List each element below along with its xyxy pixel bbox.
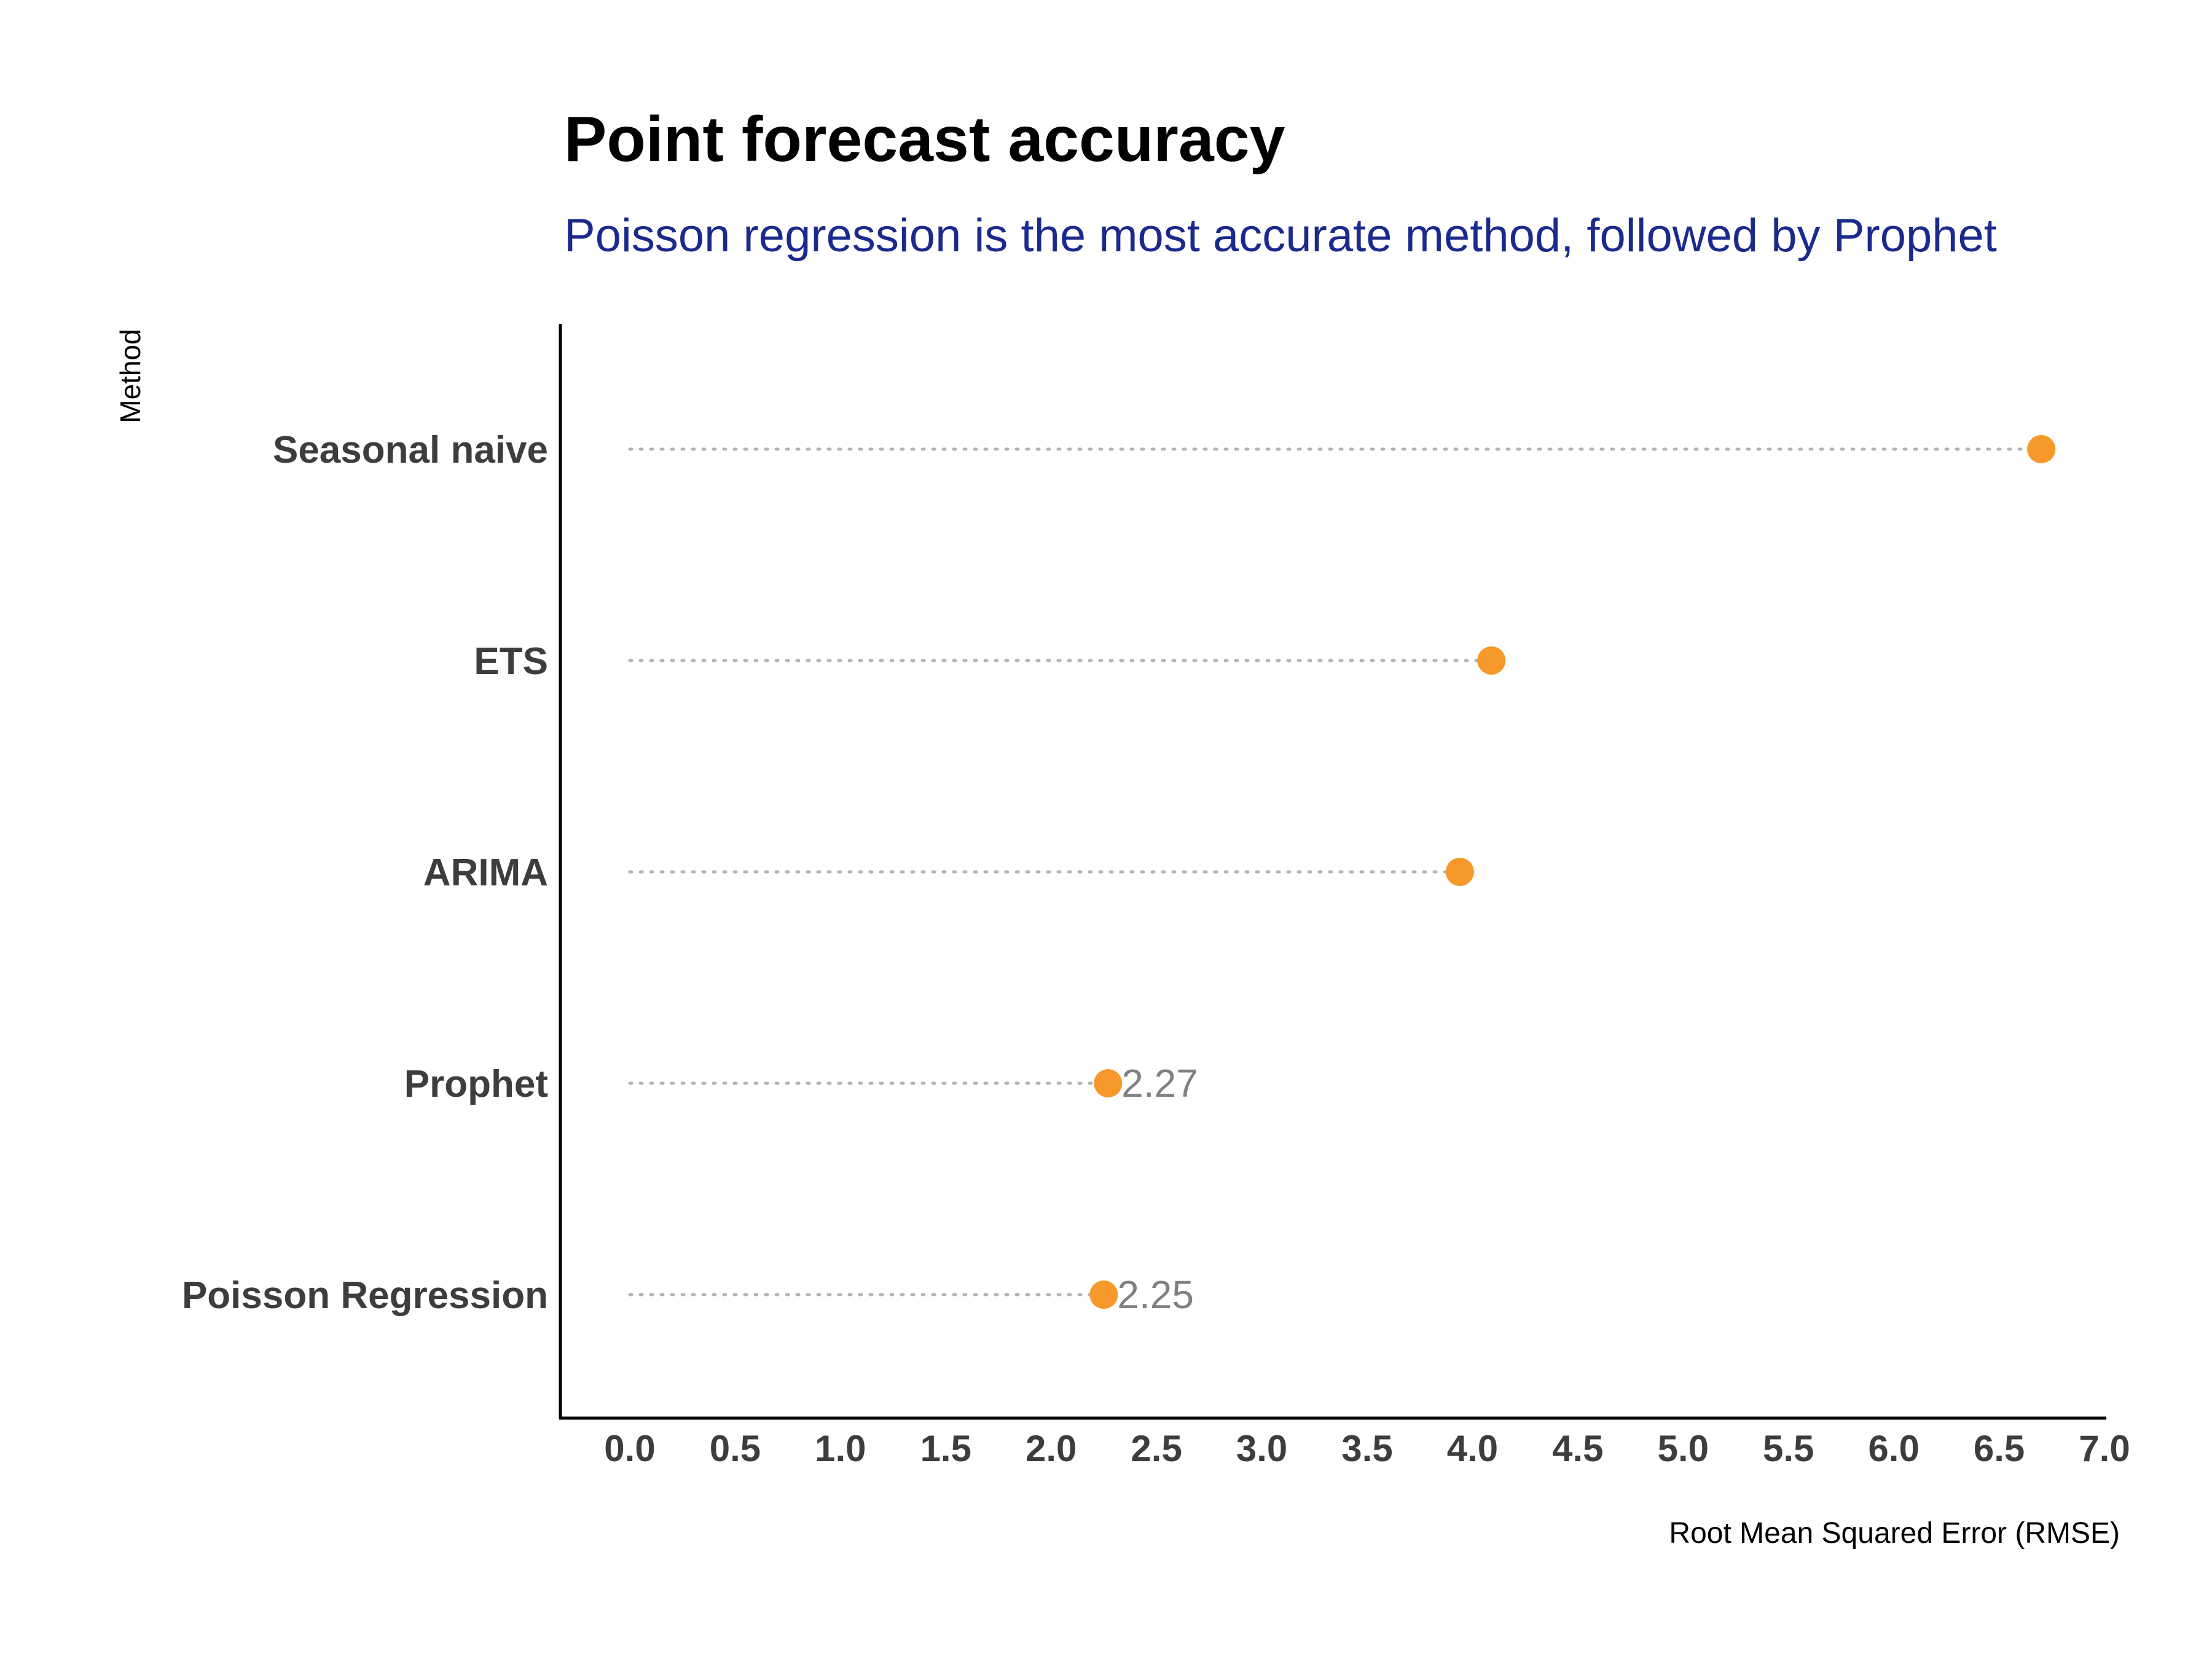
chart-title: Point forecast accuracy [564, 104, 1285, 175]
data-labels: 2.27 2.25 [1117, 1061, 1198, 1317]
data-label: 2.27 [1121, 1061, 1198, 1105]
x-axis-label: Root Mean Squared Error (RMSE) [1669, 1517, 2120, 1550]
x-tick-label: 1.5 [920, 1428, 971, 1469]
x-tick-label: 3.5 [1341, 1428, 1392, 1469]
category-labels: Seasonal naive ETS ARIMA Prophet Poisson Reg… [182, 429, 548, 1317]
x-tick-label: 7.0 [2079, 1428, 2130, 1469]
category-label: Poisson Regression [182, 1274, 548, 1317]
category-label: ARIMA [423, 852, 548, 894]
data-points [1089, 435, 2056, 1309]
chart-subtitle: Poisson regression is the most accurate … [564, 210, 1997, 262]
x-tick-label: 2.5 [1131, 1428, 1182, 1469]
data-point [1094, 1069, 1123, 1097]
data-point [1445, 858, 1474, 886]
x-tick-label: 5.0 [1658, 1428, 1709, 1469]
x-tick-label: 2.0 [1026, 1428, 1077, 1469]
category-label: Seasonal naive [273, 429, 548, 471]
category-label: ETS [474, 640, 548, 683]
x-tick-label: 5.5 [1763, 1428, 1814, 1469]
data-point [1477, 646, 1506, 675]
x-tick-label: 6.5 [1974, 1428, 2025, 1469]
x-tick-labels: 0.0 0.5 1.0 1.5 2.0 2.5 3.0 3.5 4.0 4.5 5.0 5.5 6.0 6… [604, 1428, 2130, 1469]
x-tick-label: 1.0 [815, 1428, 866, 1469]
x-tick-label: 4.5 [1552, 1428, 1603, 1469]
category-label: Prophet [404, 1063, 548, 1105]
data-point [1089, 1281, 1118, 1309]
leader-lines [628, 447, 2043, 1296]
x-tick-label: 6.0 [1868, 1428, 1919, 1469]
data-label: 2.25 [1117, 1273, 1194, 1317]
x-tick-label: 0.5 [710, 1428, 761, 1469]
x-tick-label: 0.0 [604, 1428, 655, 1469]
data-point [2027, 435, 2056, 463]
x-tick-label: 3.0 [1236, 1428, 1287, 1469]
x-tick-label: 4.0 [1447, 1428, 1498, 1469]
